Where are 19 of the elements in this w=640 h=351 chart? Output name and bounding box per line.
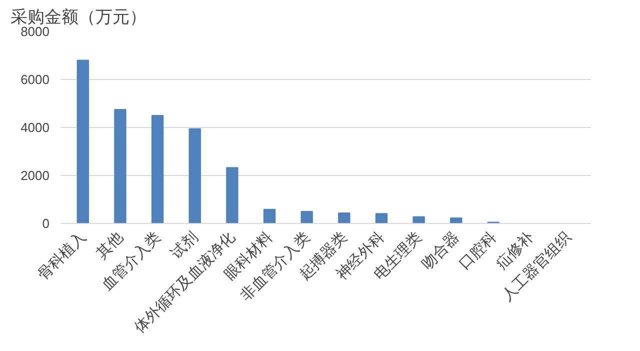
y-tick-label: 2000 bbox=[20, 168, 50, 183]
bar bbox=[300, 211, 313, 224]
y-tick-label: 4000 bbox=[20, 120, 50, 135]
x-tick-label: 其他 bbox=[92, 228, 127, 262]
y-tick-label: 6000 bbox=[20, 72, 50, 87]
bar bbox=[114, 109, 126, 224]
bar bbox=[76, 60, 89, 224]
y-tick-label: 8000 bbox=[20, 24, 50, 39]
y-tick-label: 0 bbox=[42, 216, 50, 231]
bar bbox=[151, 115, 164, 224]
bar bbox=[450, 217, 462, 224]
bar bbox=[263, 208, 276, 224]
bar bbox=[226, 167, 238, 224]
x-tick-label: 骨科植入 bbox=[34, 228, 90, 284]
y-axis-title: 采购金额（万元） bbox=[10, 8, 146, 26]
bar bbox=[188, 128, 201, 224]
bar bbox=[412, 216, 425, 224]
bar bbox=[375, 213, 388, 224]
bar bbox=[338, 212, 350, 224]
